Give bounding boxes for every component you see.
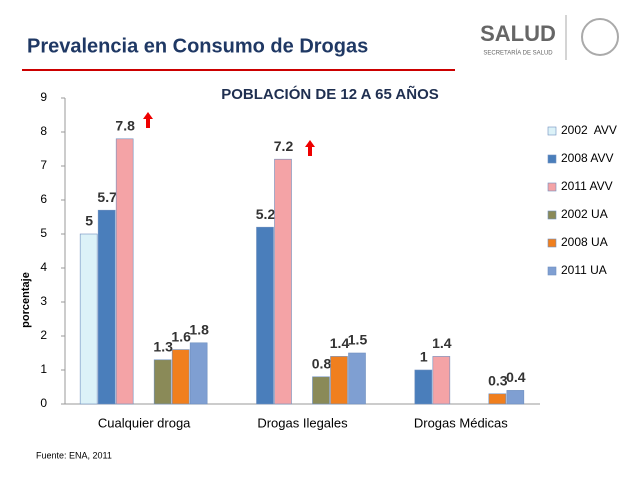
value-label: 7.2 [274,138,294,154]
value-label: 1.4 [432,335,452,351]
chart-subtitle: POBLACIÓN DE 12 A 65 AÑOS [221,85,439,103]
value-label: 5.2 [256,206,276,222]
bar [115,138,134,405]
legend-label: 2008 AVV [561,151,614,165]
x-tick-label: Cualquier droga [98,415,191,430]
value-label: 0.3 [488,373,508,389]
bar [488,393,507,405]
y-tick-label: 4 [40,260,47,274]
value-label: 1.8 [189,322,209,338]
value-label: 1.5 [348,332,368,348]
y-axis-label: porcentaje [20,272,32,328]
bar [348,352,366,405]
value-label: 1 [420,349,428,365]
bar [256,226,274,405]
y-tick-label: 3 [40,294,47,308]
bar [414,369,433,405]
bar [312,376,330,405]
legend-swatch [547,182,557,192]
value-label: 1.3 [153,339,173,355]
y-tick-label: 6 [40,192,47,206]
legend-swatch [547,210,557,220]
bar [274,158,292,405]
logo-emblem [581,18,619,56]
value-label: 1.6 [171,328,191,344]
up-arrow [143,112,153,128]
bar [506,390,525,405]
value-label: 1.4 [330,335,350,351]
y-tick-label: 2 [40,328,47,342]
y-tick-label: 5 [40,226,47,240]
bar [330,356,348,405]
bar [189,342,208,405]
x-tick-label: Drogas Médicas [414,415,508,430]
bar [171,349,190,405]
legend-label: 2011 UA [561,263,607,277]
y-tick-label: 8 [40,124,47,138]
legend-swatch [547,238,557,248]
value-label: 5.7 [97,189,117,205]
source: Fuente: ENA, 2011 [36,450,112,460]
slide-title: Prevalencia en Consumo de Drogas [27,35,368,57]
y-tick-label: 1 [40,362,47,376]
legend-swatch [547,126,557,136]
logo-text: SALUD [480,21,556,46]
x-tick-label: Drogas Ilegales [257,415,348,430]
value-label: 5 [85,213,93,229]
y-tick-label: 0 [40,396,47,410]
legend-label: 2002 AVV [561,123,617,137]
y-tick-label: 7 [40,158,47,172]
legend-label: 2008 UA [561,235,608,249]
legend-label: 2011 AVV [561,179,613,193]
value-label: 0.4 [506,369,526,385]
bar [79,233,98,405]
bar [432,356,451,405]
bar [153,359,172,405]
legend-swatch [547,266,557,276]
y-tick-label: 9 [40,90,47,104]
legend-label: 2002 UA [561,207,608,221]
up-arrow [305,140,315,156]
bar [97,209,116,405]
legend-swatch [547,154,557,164]
logo-subtitle: SECRETARÍA DE SALUD [483,50,553,57]
value-label: 0.8 [312,356,332,372]
value-label: 7.8 [115,118,135,134]
